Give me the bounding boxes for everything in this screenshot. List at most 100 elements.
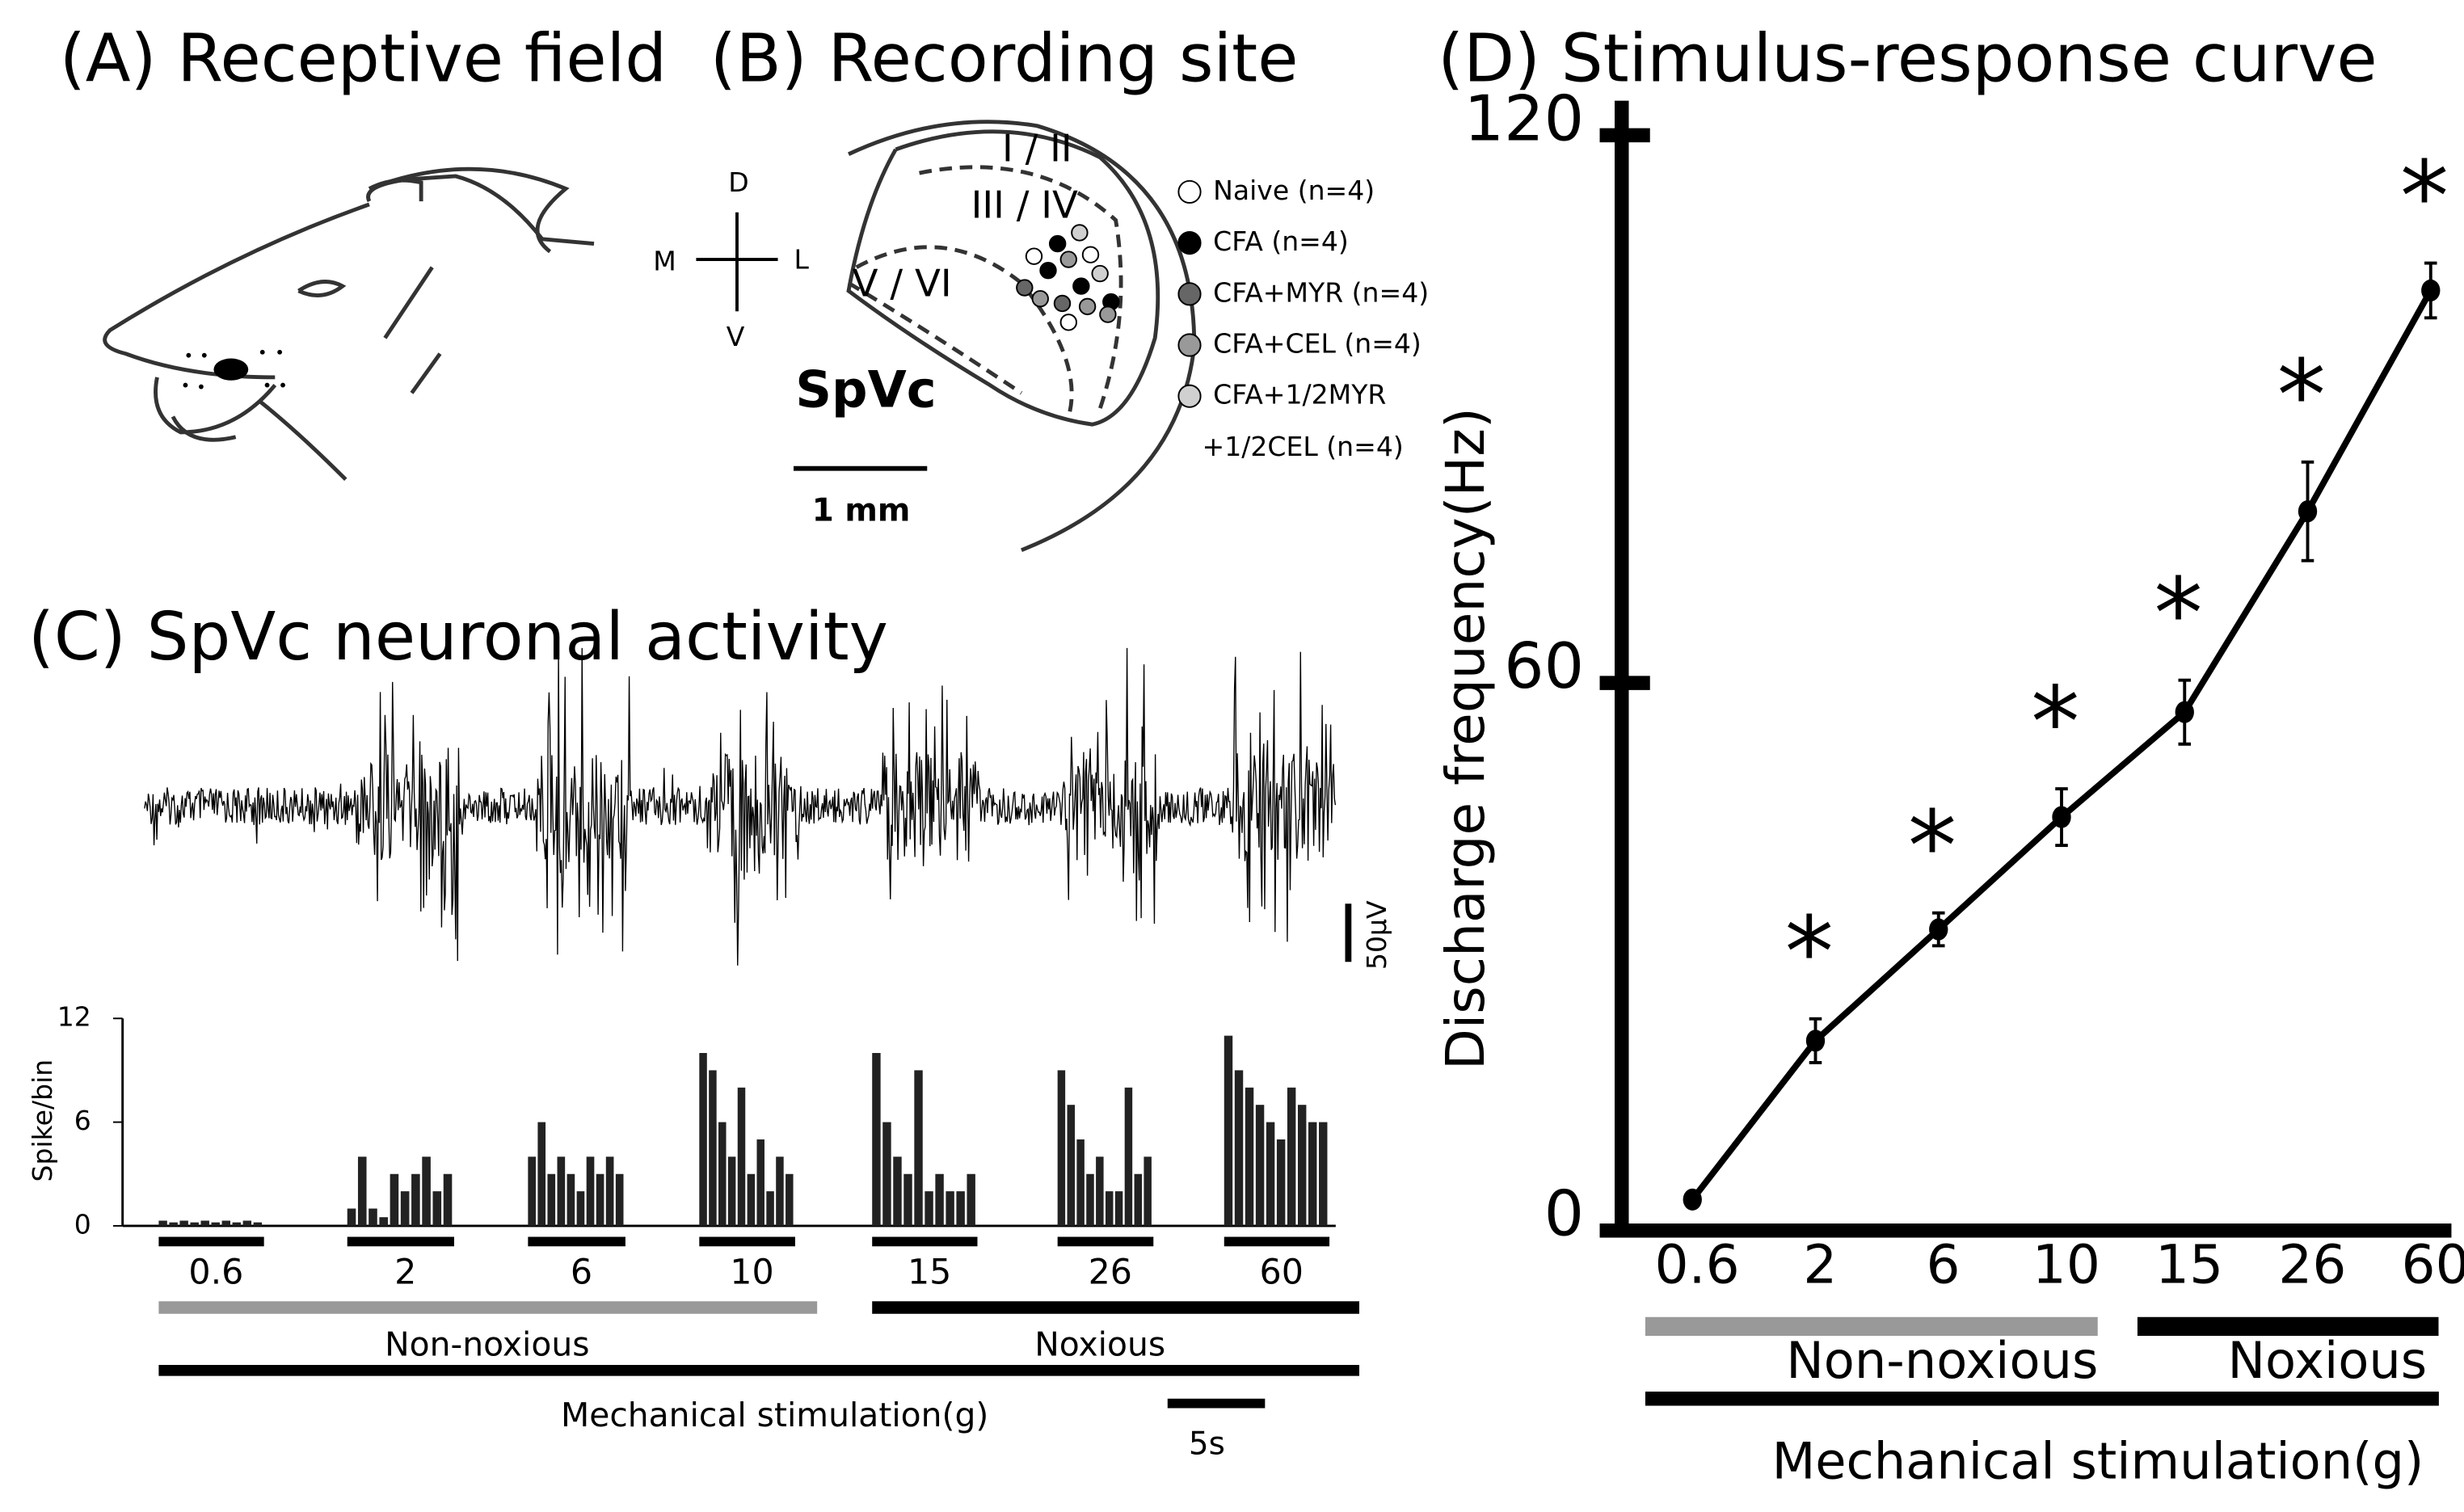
histogram-bar bbox=[1105, 1191, 1114, 1226]
voltage-scale-label: 50µV bbox=[1361, 900, 1392, 970]
histogram-bar bbox=[232, 1222, 242, 1226]
histogram-bar bbox=[547, 1173, 556, 1226]
x-tick-label: 10 bbox=[2032, 1233, 2100, 1295]
histogram-bar bbox=[357, 1156, 367, 1226]
group-label: Noxious bbox=[1034, 1325, 1165, 1364]
histogram-bar bbox=[737, 1087, 746, 1226]
significance-marker: * bbox=[1908, 790, 1956, 903]
histogram-bar bbox=[253, 1222, 263, 1226]
orientation-label: V bbox=[727, 321, 745, 352]
histogram-bar bbox=[956, 1191, 965, 1226]
point bbox=[1683, 1188, 1702, 1211]
histogram-bar bbox=[1067, 1105, 1076, 1226]
histogram-bar bbox=[1124, 1087, 1133, 1226]
rat-drawing bbox=[103, 166, 595, 481]
histogram-bar bbox=[925, 1191, 933, 1226]
x-axis-label: Mechanical stimulation(g) bbox=[1772, 1432, 2424, 1491]
receptive-field bbox=[213, 358, 249, 381]
legend-marker bbox=[1177, 231, 1202, 255]
x-tick-label: 6 bbox=[1927, 1233, 1961, 1295]
histogram-bar bbox=[709, 1070, 717, 1226]
histogram-bar bbox=[390, 1173, 399, 1226]
y-axis-label: Spike/bin bbox=[27, 1059, 58, 1182]
histogram-bar bbox=[158, 1220, 167, 1226]
histogram-bar bbox=[586, 1156, 595, 1226]
significance-marker: * bbox=[2400, 141, 2449, 254]
y-tick-label: 120 bbox=[1464, 82, 1584, 155]
histogram-bar bbox=[1255, 1105, 1265, 1226]
histogram-bar bbox=[576, 1191, 585, 1226]
legend-label: CFA+CEL (n=4) bbox=[1213, 328, 1422, 360]
histogram-bar bbox=[699, 1053, 707, 1226]
histogram-bar bbox=[615, 1173, 624, 1226]
histogram-bar bbox=[557, 1156, 566, 1226]
point bbox=[2421, 279, 2441, 302]
x-tick-label: 2 bbox=[1803, 1233, 1837, 1295]
legend-label: CFA (n=4) bbox=[1213, 225, 1349, 257]
histogram-bar bbox=[766, 1191, 774, 1226]
histogram-bar bbox=[432, 1191, 442, 1226]
stimulus-label: 15 bbox=[908, 1253, 951, 1293]
histogram-bar bbox=[1234, 1070, 1244, 1226]
histogram-bar bbox=[347, 1208, 356, 1226]
histogram-bar bbox=[1096, 1156, 1104, 1226]
histogram-bar bbox=[903, 1173, 912, 1226]
histogram-bar bbox=[528, 1156, 537, 1226]
y-axis-label: Discharge frequency(Hz) bbox=[1434, 407, 1497, 1070]
y-tick-label: 12 bbox=[57, 1001, 91, 1033]
histogram-bar bbox=[1319, 1122, 1328, 1226]
histogram-bar bbox=[596, 1173, 604, 1226]
panel-c-title: (C) SpVc neuronal activity bbox=[28, 599, 888, 676]
lamina-label: I / II bbox=[1002, 127, 1072, 171]
histogram-bar bbox=[1144, 1156, 1152, 1226]
histogram-bar bbox=[400, 1191, 410, 1226]
histogram-bar bbox=[1086, 1173, 1094, 1226]
histogram-bar bbox=[190, 1222, 199, 1226]
x-tick-label: 0.6 bbox=[1655, 1233, 1740, 1295]
y-tick-label: 0 bbox=[74, 1208, 91, 1240]
significance-marker: * bbox=[2277, 339, 2326, 453]
histogram-bar bbox=[169, 1222, 178, 1226]
point bbox=[1929, 918, 1948, 941]
histogram-bar bbox=[727, 1156, 736, 1226]
legend-marker bbox=[1177, 384, 1202, 408]
stimulus-label: 6 bbox=[571, 1253, 592, 1293]
histogram-bar bbox=[537, 1122, 546, 1226]
orientation-label: L bbox=[794, 243, 809, 275]
stimulus-label: 60 bbox=[1260, 1253, 1304, 1293]
histogram-bar bbox=[935, 1173, 944, 1226]
y-tick-label: 60 bbox=[1504, 630, 1584, 703]
point bbox=[2052, 806, 2071, 828]
legend-label: +1/2CEL (n=4) bbox=[1203, 431, 1404, 462]
stimulus-label: 10 bbox=[730, 1253, 773, 1293]
significance-marker: * bbox=[2154, 558, 2202, 671]
histogram-bar bbox=[893, 1156, 902, 1226]
x-tick-label: 60 bbox=[2402, 1233, 2464, 1295]
y-tick-label: 6 bbox=[74, 1105, 91, 1136]
section-drawing bbox=[696, 120, 1197, 553]
histogram-bar bbox=[1076, 1139, 1085, 1226]
histogram-bar bbox=[1134, 1173, 1143, 1226]
panel-b-title: (B) Recording site bbox=[710, 20, 1299, 97]
histogram-bar bbox=[379, 1217, 388, 1226]
region-label: SpVc bbox=[795, 360, 936, 419]
y-tick-label: 0 bbox=[1544, 1178, 1584, 1251]
histogram-bar bbox=[567, 1173, 575, 1226]
orientation-label: D bbox=[728, 166, 748, 198]
lamina-label: V / VI bbox=[853, 263, 952, 306]
histogram-bar bbox=[422, 1156, 431, 1226]
scale-label: 1 mm bbox=[812, 493, 911, 529]
histogram-bar bbox=[1057, 1070, 1066, 1226]
histogram-bar bbox=[718, 1122, 727, 1226]
legend-marker bbox=[1177, 282, 1202, 306]
legend-label: CFA+MYR (n=4) bbox=[1213, 276, 1429, 308]
significance-marker: * bbox=[1785, 896, 1834, 1009]
histogram-bar bbox=[200, 1220, 209, 1226]
histogram-bar bbox=[776, 1156, 784, 1226]
histogram-bar bbox=[242, 1220, 252, 1226]
histogram-bar bbox=[1224, 1035, 1233, 1226]
histogram-bar bbox=[369, 1208, 377, 1226]
orientation-label: M bbox=[653, 245, 676, 276]
voltage-trace bbox=[144, 647, 1337, 966]
